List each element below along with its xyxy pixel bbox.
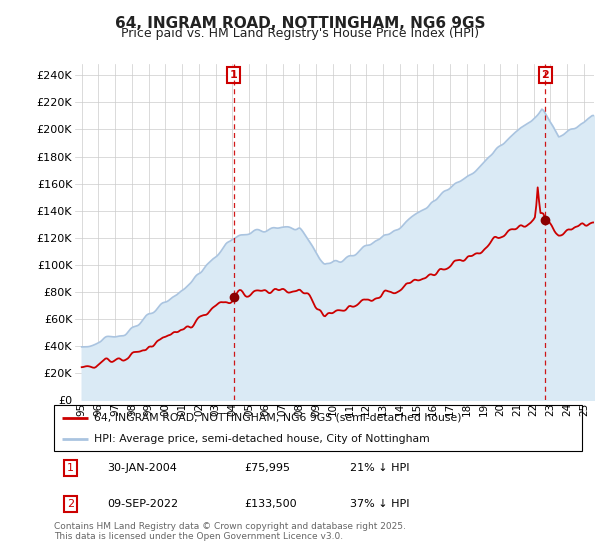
Text: £75,995: £75,995: [244, 463, 290, 473]
Text: Contains HM Land Registry data © Crown copyright and database right 2025.
This d: Contains HM Land Registry data © Crown c…: [54, 522, 406, 542]
Text: £133,500: £133,500: [244, 499, 297, 509]
Text: 2: 2: [541, 70, 549, 80]
Text: 09-SEP-2022: 09-SEP-2022: [107, 499, 178, 509]
Text: 1: 1: [67, 463, 74, 473]
Text: 37% ↓ HPI: 37% ↓ HPI: [350, 499, 409, 509]
Text: 64, INGRAM ROAD, NOTTINGHAM, NG6 9GS (semi-detached house): 64, INGRAM ROAD, NOTTINGHAM, NG6 9GS (se…: [94, 413, 461, 423]
Text: Price paid vs. HM Land Registry's House Price Index (HPI): Price paid vs. HM Land Registry's House …: [121, 27, 479, 40]
Text: 21% ↓ HPI: 21% ↓ HPI: [350, 463, 409, 473]
Text: 2: 2: [67, 499, 74, 509]
Text: HPI: Average price, semi-detached house, City of Nottingham: HPI: Average price, semi-detached house,…: [94, 435, 430, 444]
Text: 1: 1: [230, 70, 238, 80]
Text: 64, INGRAM ROAD, NOTTINGHAM, NG6 9GS: 64, INGRAM ROAD, NOTTINGHAM, NG6 9GS: [115, 16, 485, 31]
Text: 30-JAN-2004: 30-JAN-2004: [107, 463, 176, 473]
